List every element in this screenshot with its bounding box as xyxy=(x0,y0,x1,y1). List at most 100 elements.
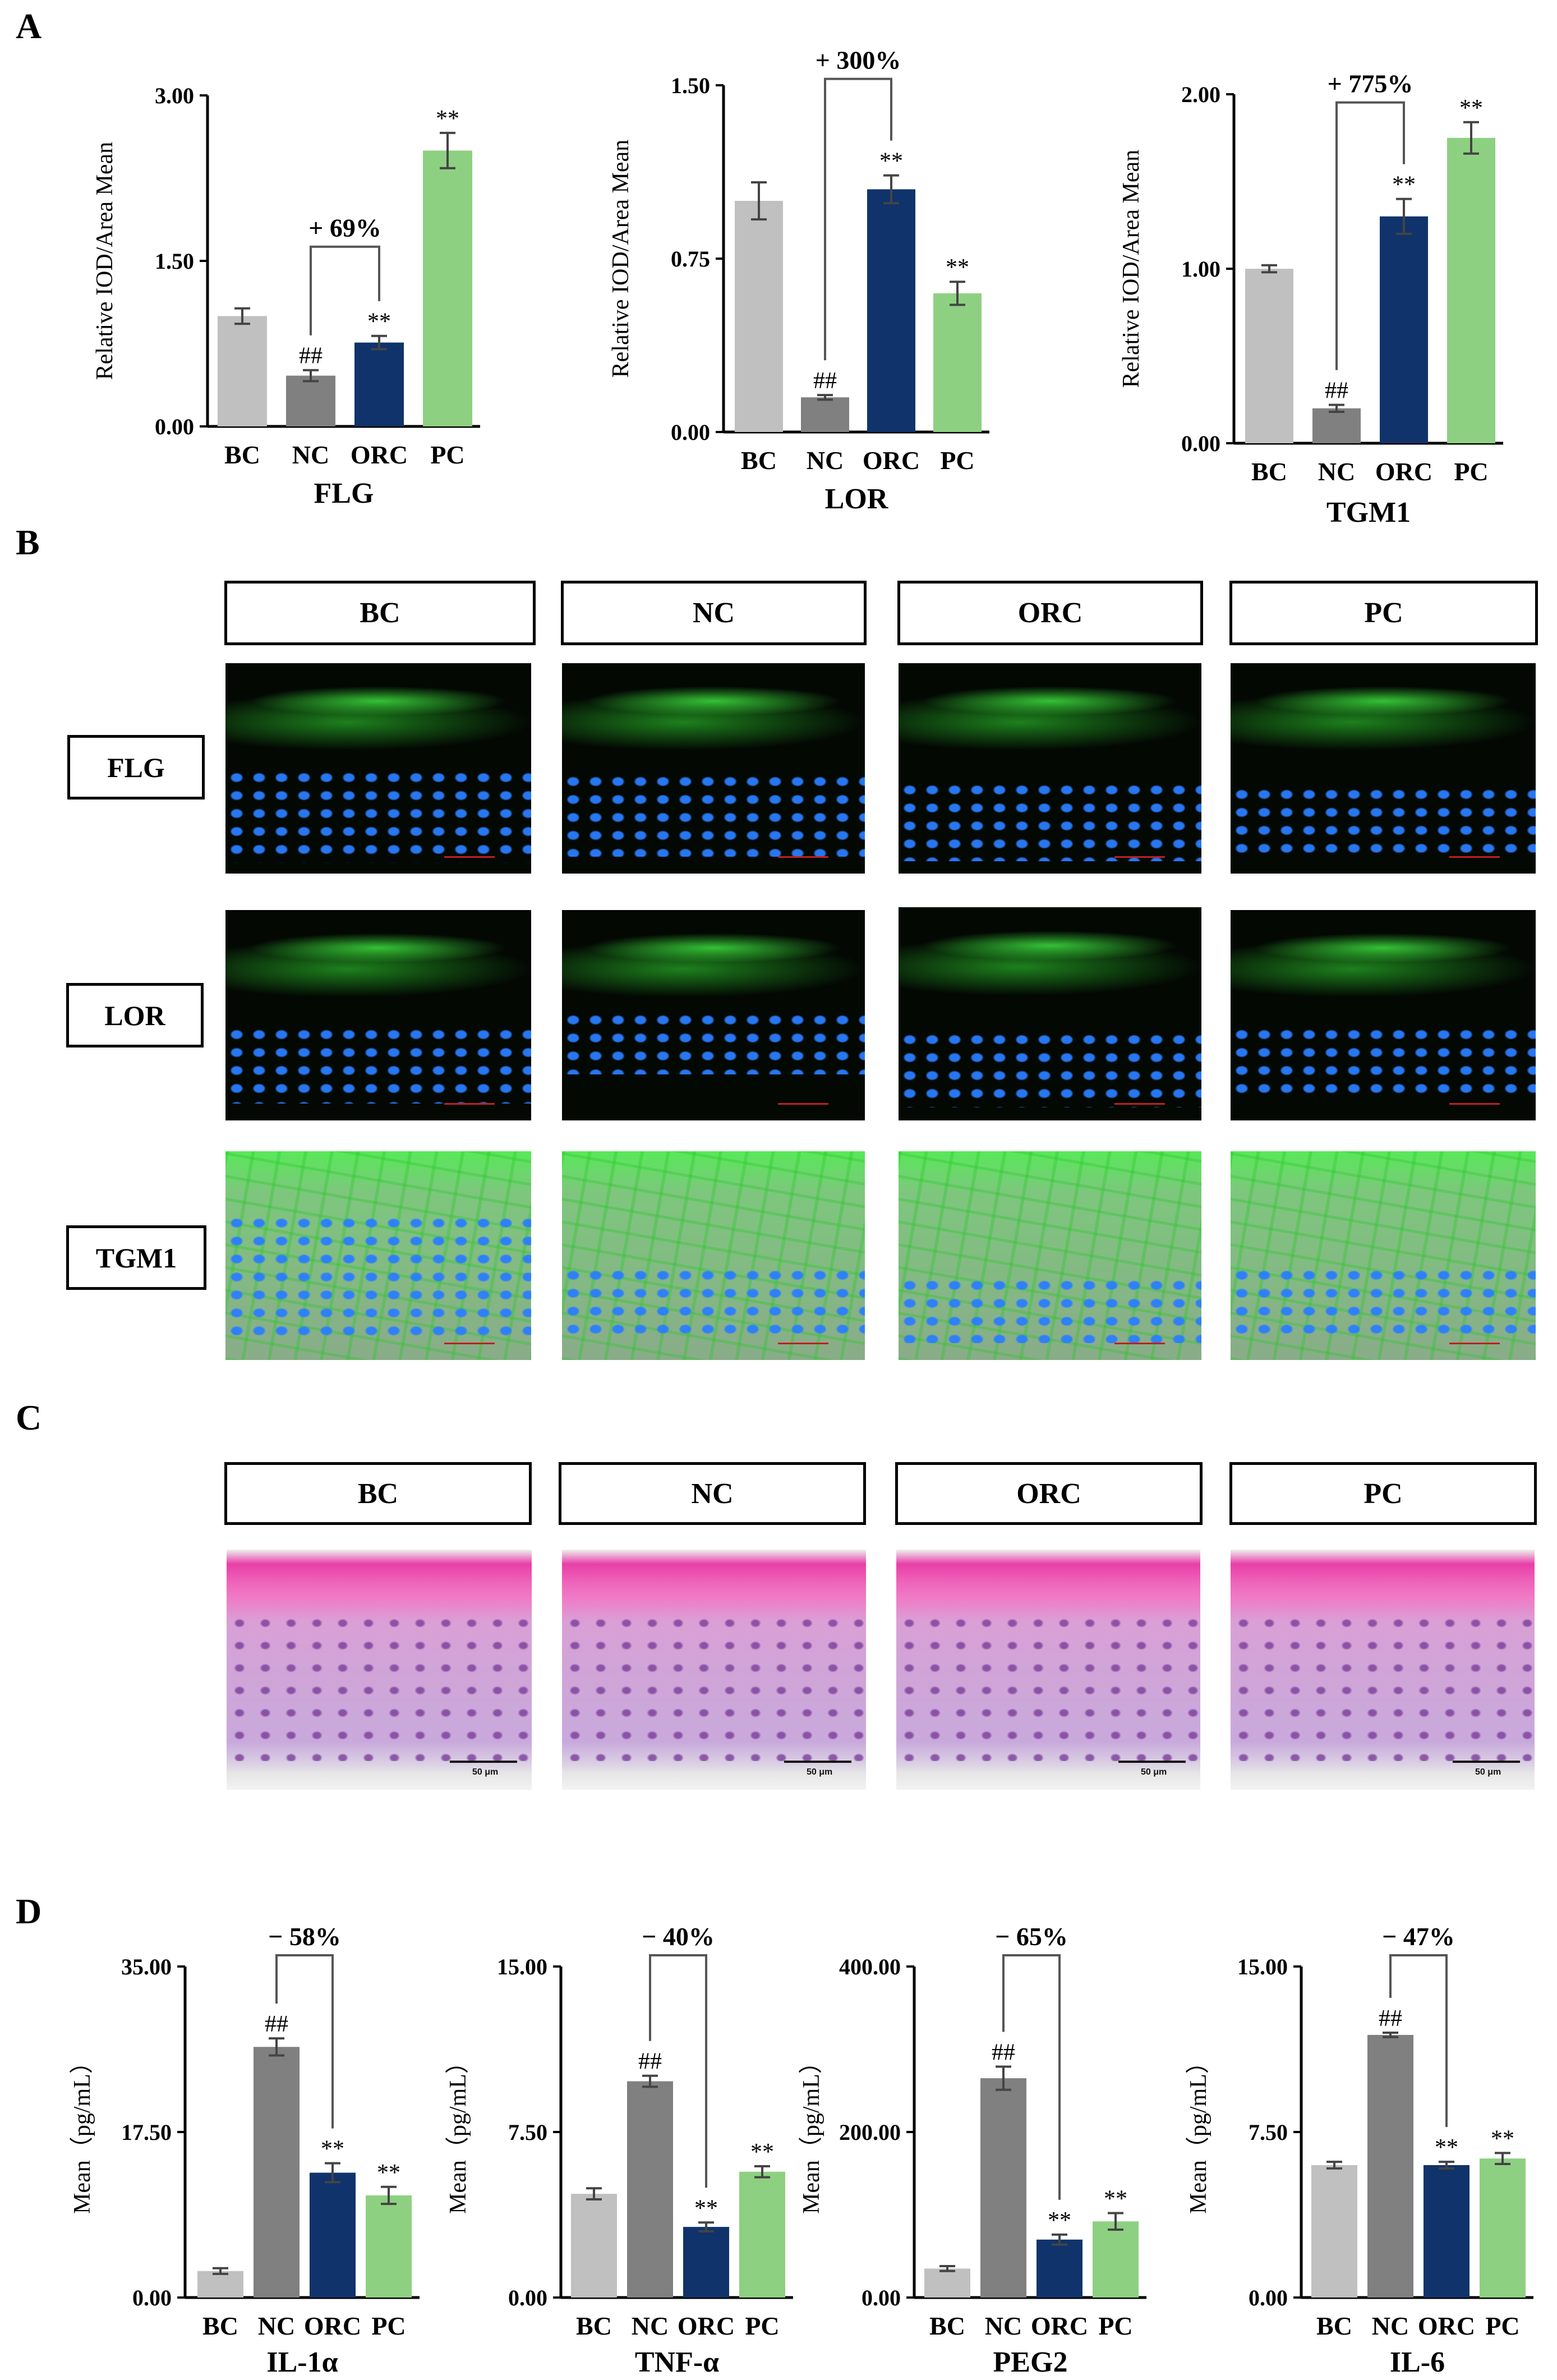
fluor-image-lor-bc xyxy=(225,910,531,1120)
fluor-image-lor-pc xyxy=(1231,910,1536,1120)
tnf-comparison-bracket xyxy=(649,1954,707,2188)
panel-b-col-nc: NC xyxy=(561,581,867,645)
tnf-category-pc: PC xyxy=(745,2312,779,2340)
he-image-pc: 50 μm xyxy=(1231,1550,1535,1790)
tgm1-category-bc: BC xyxy=(1251,457,1287,486)
il1-gene-label: IL-1α xyxy=(266,2346,338,2378)
fluor-image-lor-nc xyxy=(562,910,865,1120)
il1-y-axis-label: Mean（pg/mL） xyxy=(70,2050,95,2214)
tnf-category-orc: ORC xyxy=(678,2312,735,2340)
peg2-ytick-label: 0.00 xyxy=(862,2285,901,2310)
tnf-bar-orc xyxy=(683,2227,729,2298)
peg2-significance-pc: ** xyxy=(1104,2186,1127,2212)
panel-b-col-pc: PC xyxy=(1229,581,1538,645)
fluor-image-flg-nc xyxy=(562,663,865,874)
flg-category-bc: BC xyxy=(224,440,260,469)
flg-category-nc: NC xyxy=(292,440,329,469)
il6-gene-label: IL-6 xyxy=(1390,2346,1445,2378)
flg-ytick-label: 0.00 xyxy=(155,414,194,439)
lor-ytick-label: 1.50 xyxy=(671,73,710,98)
tgm1-bar-orc xyxy=(1380,216,1428,443)
panel-b-row-tgm1: TGM1 xyxy=(66,1225,206,1290)
il6-bar-bc xyxy=(1311,2165,1357,2298)
lor-ytick-label: 0.00 xyxy=(671,420,710,445)
il1-bar-bc xyxy=(197,2271,243,2298)
peg2-ytick-label: 400.00 xyxy=(839,1954,901,1979)
il1-bar-orc xyxy=(310,2172,356,2298)
tnf-comparison-label: − 40% xyxy=(642,1922,715,1951)
lor-category-nc: NC xyxy=(807,446,844,475)
peg2-bar-nc xyxy=(980,2078,1026,2298)
chart-il1a: 0.00 17.50 35.00 Mean（pg/mL） BC ## NC ** ORC ** PC… xyxy=(70,1922,420,2378)
il6-significance-orc: ** xyxy=(1435,2135,1458,2161)
fluor-image-tgm1-orc xyxy=(899,1151,1201,1360)
il6-ytick-label: 7.50 xyxy=(1249,2120,1288,2145)
panel-c-col-nc: NC xyxy=(559,1462,866,1525)
tgm1-ytick-label: 1.00 xyxy=(1181,256,1220,282)
il6-ytick-label: 0.00 xyxy=(1249,2285,1288,2310)
il6-y-axis-label: Mean（pg/mL） xyxy=(1186,2050,1211,2214)
tnf-category-nc: NC xyxy=(632,2312,669,2340)
il1-ytick-label: 0.00 xyxy=(132,2285,172,2310)
chart-peg2: 0.00 200.00 400.00 Mean（pg/mL） BC ## NC ** ORC **… xyxy=(799,1922,1146,2378)
he-scale-label-orc: 50 μm xyxy=(1141,1767,1167,1777)
tnf-ytick-label: 15.00 xyxy=(497,1954,547,1979)
il6-significance-nc: ## xyxy=(1379,2006,1402,2032)
panel-c-col-bc: BC xyxy=(224,1462,532,1525)
panel-letter-b: B xyxy=(16,522,40,562)
flg-gene-label: FLG xyxy=(314,477,374,509)
lor-category-pc: PC xyxy=(940,446,974,475)
panel-c-col-pc: PC xyxy=(1229,1462,1537,1525)
peg2-category-nc: NC xyxy=(985,2312,1022,2340)
peg2-significance-nc: ## xyxy=(992,2039,1015,2065)
lor-bar-pc xyxy=(933,293,982,432)
fluor-image-flg-orc xyxy=(899,663,1201,874)
tgm1-comparison-bracket xyxy=(1335,101,1405,370)
il1-ytick-label: 35.00 xyxy=(121,1954,172,1979)
tnf-significance-pc: ** xyxy=(750,2139,774,2165)
flg-ytick-label: 1.50 xyxy=(155,249,194,274)
il6-category-orc: ORC xyxy=(1418,2312,1475,2340)
he-image-orc: 50 μm xyxy=(896,1550,1200,1790)
il1-bar-pc xyxy=(366,2195,412,2298)
peg2-category-orc: ORC xyxy=(1031,2312,1088,2340)
il1-significance-orc: ** xyxy=(321,2137,344,2162)
il6-significance-pc: ** xyxy=(1491,2126,1514,2152)
flg-category-pc: PC xyxy=(430,440,464,469)
chart-tgm1: 0.00 1.00 2.00 Relative IOD/Area Mean BC ## NC… xyxy=(1118,70,1503,529)
he-image-bc: 50 μm xyxy=(227,1550,532,1790)
tgm1-bar-nc xyxy=(1312,408,1361,443)
peg2-bar-pc xyxy=(1093,2221,1139,2298)
il1-bar-nc xyxy=(254,2047,300,2298)
peg2-significance-orc: ** xyxy=(1048,2208,1071,2234)
peg2-category-bc: BC xyxy=(929,2312,965,2340)
tgm1-ytick-label: 0.00 xyxy=(1181,431,1220,456)
flg-comparison-bracket xyxy=(310,245,380,336)
flg-significance-orc: ** xyxy=(367,309,391,335)
il1-comparison-label: − 58% xyxy=(268,1922,341,1951)
panel-letter-d: D xyxy=(16,1891,42,1931)
tnf-bar-pc xyxy=(739,2171,785,2298)
tnf-ytick-label: 7.50 xyxy=(508,2120,547,2145)
lor-gene-label: LOR xyxy=(825,483,889,515)
he-scale-label-nc: 50 μm xyxy=(807,1767,833,1777)
tnf-bar-nc xyxy=(627,2081,673,2298)
lor-category-bc: BC xyxy=(741,446,777,475)
flg-significance-pc: ** xyxy=(436,106,459,132)
tnf-significance-nc: ## xyxy=(638,2049,662,2075)
fluor-image-tgm1-bc xyxy=(225,1151,531,1360)
fluor-image-flg-bc xyxy=(225,663,531,874)
il6-category-pc: PC xyxy=(1485,2312,1519,2340)
peg2-category-pc: PC xyxy=(1098,2312,1132,2340)
tnf-significance-orc: ** xyxy=(694,2195,718,2221)
tnf-gene-label: TNF-α xyxy=(635,2346,719,2378)
tgm1-bar-pc xyxy=(1447,137,1495,443)
flg-bar-nc xyxy=(286,375,335,426)
il6-comparison-label: − 47% xyxy=(1382,1922,1455,1951)
il1-significance-pc: ** xyxy=(377,2160,400,2186)
tgm1-category-orc: ORC xyxy=(1375,457,1432,486)
tgm1-ytick-label: 2.00 xyxy=(1181,82,1220,107)
il6-bar-pc xyxy=(1480,2158,1526,2298)
peg2-gene-label: PEG2 xyxy=(993,2346,1068,2378)
lor-significance-orc: ** xyxy=(879,149,903,174)
